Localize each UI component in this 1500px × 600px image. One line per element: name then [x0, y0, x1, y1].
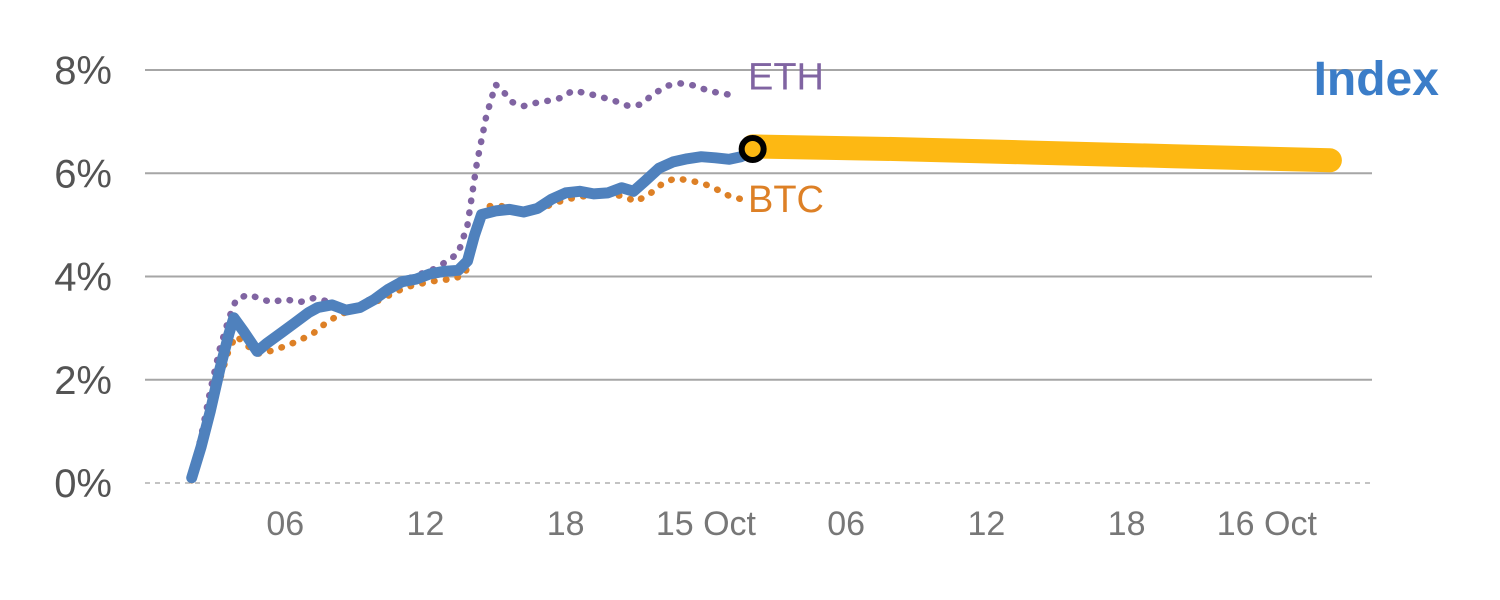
series-line-index — [186, 146, 759, 484]
x-tick-label-7: 16 Oct — [1217, 505, 1318, 543]
x-tick-label-0: 06 — [266, 505, 304, 543]
x-tick-label-1: 12 — [407, 505, 445, 543]
series-label-index: Index — [1314, 53, 1440, 106]
x-tick-label-3: 15 Oct — [656, 505, 757, 543]
series-label-eth: ETH — [748, 57, 824, 99]
y-tick-label-0%: 0% — [54, 462, 112, 506]
series-label-btc: BTC — [748, 179, 824, 221]
series-line-index-projection — [740, 134, 1342, 173]
series-line-eth — [188, 80, 742, 482]
x-tick-label-5: 12 — [967, 505, 1005, 543]
x-tick-label-6: 18 — [1108, 505, 1146, 543]
x-tick-label-2: 18 — [547, 505, 585, 543]
x-tick-label-4: 06 — [827, 505, 865, 543]
y-tick-label-2%: 2% — [54, 359, 112, 403]
projection-start-marker — [738, 134, 767, 163]
y-tick-label-6%: 6% — [54, 152, 112, 196]
y-tick-label-8%: 8% — [54, 49, 112, 93]
y-tick-label-4%: 4% — [54, 256, 112, 300]
